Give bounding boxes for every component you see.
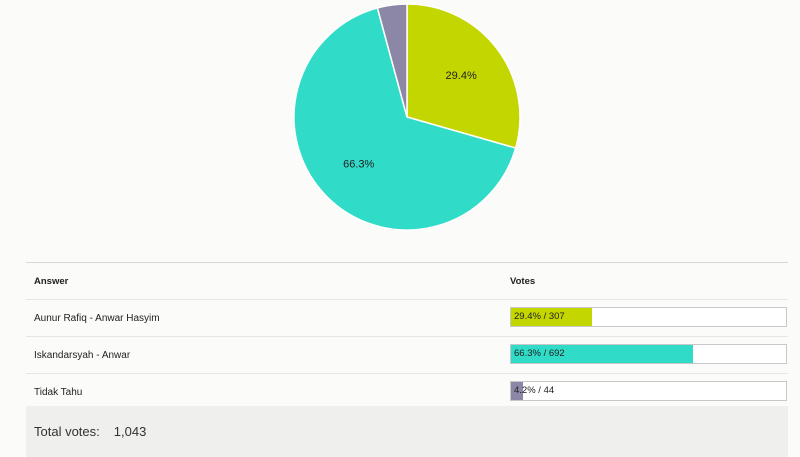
total-votes-box: Total votes: 1,043 xyxy=(26,406,788,457)
results-table: Answer Votes Aunur Rafiq - Anwar Hasyim … xyxy=(26,262,788,411)
votes-column-header: Votes xyxy=(510,275,536,287)
pie-chart: 29.4% 66.3% xyxy=(293,3,521,231)
vote-bar-track: 29.4% / 307 xyxy=(510,307,787,327)
pie-slice xyxy=(293,7,517,231)
pie-slice xyxy=(376,3,408,118)
pie-chart-area: 29.4% 66.3% xyxy=(26,0,788,245)
answer-label: Tidak Tahu xyxy=(34,386,83,398)
pie-slice-label: 66.3% xyxy=(343,159,374,171)
total-votes-label: Total votes: xyxy=(34,424,100,439)
vote-bar-label: 4.2% / 44 xyxy=(514,385,555,396)
vote-bar-fill xyxy=(511,308,592,326)
table-row: Aunur Rafiq - Anwar Hasyim 29.4% / 307 xyxy=(26,300,788,337)
answer-label: Aunur Rafiq - Anwar Hasyim xyxy=(34,312,160,324)
vote-bar-track: 66.3% / 692 xyxy=(510,344,787,364)
table-header-row: Answer Votes xyxy=(26,263,788,300)
answer-column-header: Answer xyxy=(34,275,69,287)
pie-slice xyxy=(406,3,521,150)
pie-slice-label: 29.4% xyxy=(446,70,477,82)
table-row: Iskandarsyah - Anwar 66.3% / 692 xyxy=(26,337,788,374)
vote-bar-label: 66.3% / 692 xyxy=(514,348,565,359)
vote-bar-track: 4.2% / 44 xyxy=(510,381,787,401)
vote-bar-fill xyxy=(511,382,523,400)
table-row: Tidak Tahu 4.2% / 44 xyxy=(26,374,788,411)
vote-bar-label: 29.4% / 307 xyxy=(514,311,565,322)
answer-label: Iskandarsyah - Anwar xyxy=(34,349,131,361)
vote-bar-fill xyxy=(511,345,694,363)
total-votes-value: 1,043 xyxy=(113,424,147,439)
